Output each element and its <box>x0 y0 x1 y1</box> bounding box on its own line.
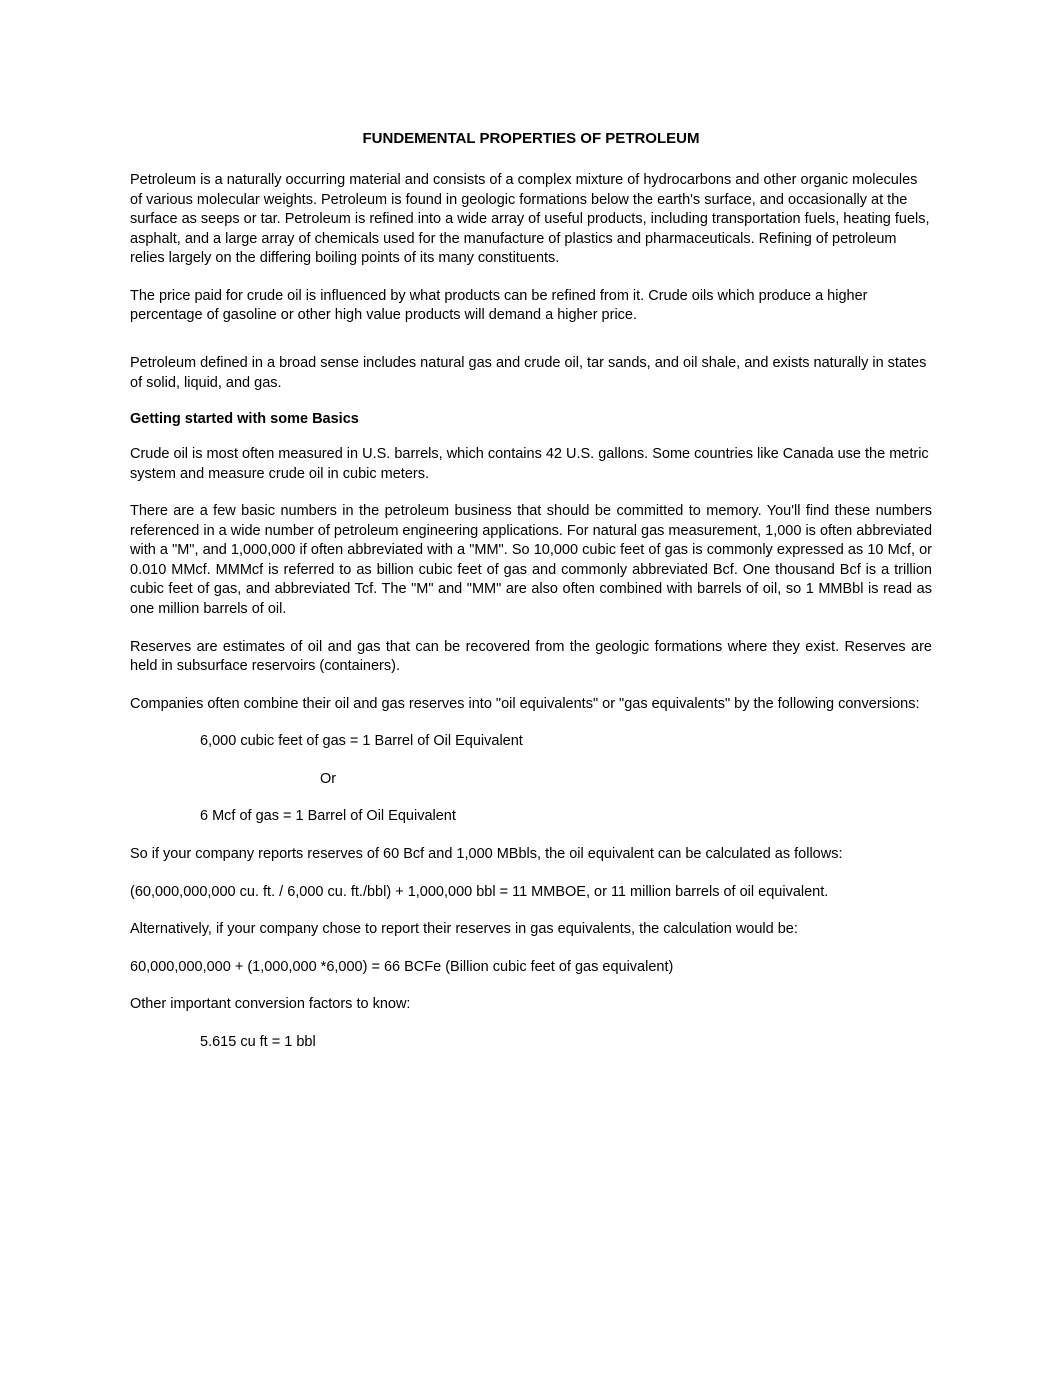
conversion-line-1: 6,000 cubic feet of gas = 1 Barrel of Oi… <box>200 732 932 752</box>
conversion-or: Or <box>320 770 932 790</box>
paragraph-example-calc-2: 60,000,000,000 + (1,000,000 *6,000) = 66… <box>130 958 932 978</box>
document-title: FUNDEMENTAL PROPERTIES OF PETROLEUM <box>130 130 932 147</box>
paragraph-intro-3: Petroleum defined in a broad sense inclu… <box>130 354 932 393</box>
paragraph-basics-1: Crude oil is most often measured in U.S.… <box>130 445 932 484</box>
paragraph-intro-2: The price paid for crude oil is influenc… <box>130 287 932 326</box>
paragraph-reserves: Reserves are estimates of oil and gas th… <box>130 638 932 677</box>
paragraph-alternative: Alternatively, if your company chose to … <box>130 920 932 940</box>
paragraph-basics-2: There are a few basic numbers in the pet… <box>130 502 932 619</box>
paragraph-other-factors: Other important conversion factors to kn… <box>130 995 932 1015</box>
paragraph-intro-1: Petroleum is a naturally occurring mater… <box>130 171 932 269</box>
paragraph-conversions-intro: Companies often combine their oil and ga… <box>130 695 932 715</box>
paragraph-example-intro: So if your company reports reserves of 6… <box>130 845 932 865</box>
conversion-line-2: 6 Mcf of gas = 1 Barrel of Oil Equivalen… <box>200 807 932 827</box>
paragraph-example-calc-1: (60,000,000,000 cu. ft. / 6,000 cu. ft./… <box>130 883 932 903</box>
section-header-basics: Getting started with some Basics <box>130 411 932 427</box>
conversion-line-3: 5.615 cu ft = 1 bbl <box>200 1033 932 1053</box>
